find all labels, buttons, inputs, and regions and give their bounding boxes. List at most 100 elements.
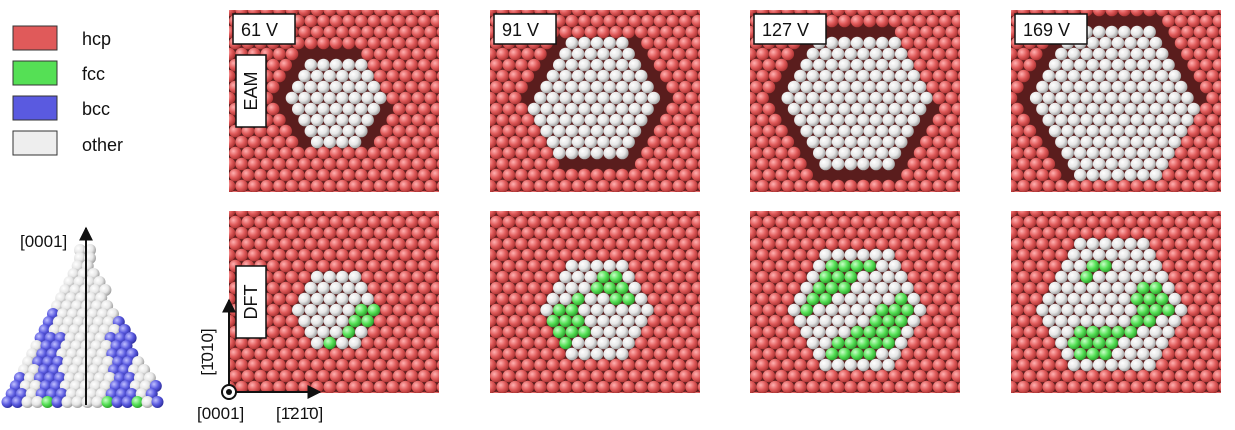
atom-hcp (1162, 14, 1175, 28)
atom-hcp (521, 135, 535, 149)
atom-oth (1162, 325, 1175, 339)
atom-hcp (1011, 91, 1018, 105)
atom-hcp (1200, 369, 1213, 383)
atom-hcp (1112, 0, 1125, 5)
atom-oth (1149, 36, 1163, 50)
atom-hcp (357, 391, 366, 393)
atom-hcp (704, 59, 717, 72)
atom-hcp (616, 0, 629, 5)
atom-oth (1149, 325, 1163, 339)
atom-hcp (825, 215, 839, 229)
atom-hcp (666, 0, 679, 5)
atom-hcp (891, 391, 899, 393)
atom-oth (342, 80, 356, 94)
atom-oth (781, 91, 795, 105)
atom-hcp (578, 237, 591, 251)
atom-oth (571, 69, 585, 83)
atom-oth (1130, 157, 1144, 171)
atom-hcp (443, 348, 456, 361)
atom-hcp (559, 25, 572, 39)
atom-hcp (424, 211, 437, 218)
atom-hcp (361, 380, 374, 393)
atom-oth (355, 58, 368, 72)
atom-hcp (590, 237, 604, 251)
atom-oth (597, 135, 610, 149)
atom-hcp (285, 47, 299, 61)
atom-hcp (926, 36, 939, 50)
atom-fcc (553, 325, 566, 339)
tip-atom-bcc (111, 396, 124, 408)
atom-fcc (1092, 336, 1106, 350)
atom-oth (292, 303, 305, 317)
atom-hcp (691, 102, 700, 116)
atom-hcp (546, 358, 560, 372)
atom-hcp (216, 348, 229, 361)
atom-oth (317, 281, 330, 295)
atom-hcp (932, 47, 946, 61)
voltage-label-text: 91 V (502, 20, 539, 40)
atom-hcp (436, 93, 439, 103)
atom-hcp (1155, 380, 1169, 393)
atom-hcp (584, 380, 598, 393)
atom-hcp (932, 314, 946, 328)
atom-hcp (515, 259, 528, 273)
atom-oth (1092, 47, 1106, 61)
atom-hcp (998, 326, 1011, 339)
atom-oth (584, 314, 598, 328)
atom-hcp (1174, 237, 1188, 251)
atom-oth (831, 69, 845, 83)
atom-hcp (405, 215, 419, 229)
atom-hcp (424, 314, 437, 328)
atom-hcp (660, 25, 673, 39)
atom-hcp (247, 179, 261, 192)
atom-oth (1092, 135, 1106, 149)
atom-oth (819, 91, 832, 105)
atom-hcp (342, 36, 356, 50)
atom-hcp (229, 10, 236, 17)
atom-oth (1118, 135, 1131, 149)
atom-hcp (229, 211, 236, 218)
atom-hcp (210, 315, 223, 328)
atom-hcp (775, 281, 788, 295)
atom-hcp (399, 10, 412, 17)
atom-hcp (373, 179, 387, 192)
atom-hcp (768, 113, 782, 127)
atom-hcp (1143, 179, 1156, 192)
atom-hcp (418, 36, 431, 50)
atom-hcp (685, 336, 698, 350)
atom-hcp (254, 347, 267, 361)
atom-hcp (559, 211, 572, 218)
atom-hcp (490, 270, 497, 284)
atom-hcp (1213, 0, 1226, 5)
atom-oth (882, 270, 895, 284)
atom-hcp (273, 226, 286, 240)
atom-hcp (229, 69, 236, 83)
atom-hcp (1206, 358, 1219, 372)
atom-hcp (508, 248, 522, 262)
atom-hcp (235, 179, 248, 192)
atom-hcp (1011, 248, 1018, 262)
atom-hcp (373, 25, 387, 39)
atom-oth (540, 102, 553, 116)
atom-hcp (838, 215, 851, 229)
atom-oth (1137, 36, 1150, 50)
atom-hcp (825, 369, 839, 383)
atom-hcp (399, 226, 412, 240)
atom-hcp (559, 380, 572, 393)
atom-hcp (768, 358, 782, 372)
atom-oth (876, 80, 889, 94)
atom-hcp (1181, 47, 1194, 61)
atom-hcp (1126, 391, 1135, 393)
atom-hcp (386, 292, 400, 306)
atom-hcp (323, 10, 337, 17)
atom-hcp (666, 369, 679, 383)
atom-hcp (1086, 215, 1100, 229)
atom-hcp (355, 215, 368, 229)
atom-hcp (298, 336, 311, 350)
atom-hcp (540, 325, 553, 339)
atom-oth (628, 80, 642, 94)
atom-hcp (534, 157, 547, 171)
atom-hcp (838, 14, 851, 28)
atom-hcp (750, 194, 763, 207)
atom-hcp (672, 226, 686, 240)
